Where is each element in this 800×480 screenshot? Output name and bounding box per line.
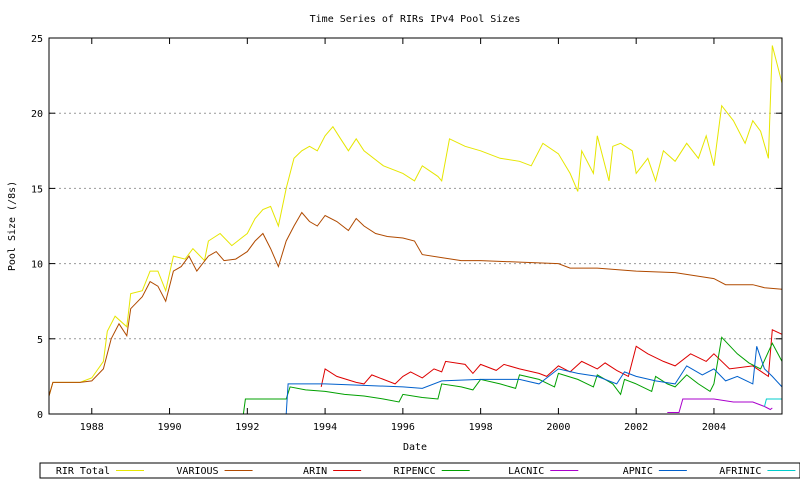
plot-frame — [48, 37, 783, 415]
y-tick-label: 5 — [37, 335, 43, 346]
y-tick-label: 10 — [31, 260, 43, 271]
x-tick-label: 2004 — [702, 422, 726, 433]
x-tick-label: 1992 — [235, 422, 259, 433]
legend-box — [39, 462, 800, 479]
x-tick-label: 1988 — [80, 422, 104, 433]
x-tick-label: 1994 — [313, 422, 337, 433]
legend-label: VARIOUS — [176, 466, 218, 477]
x-tick-label: 2002 — [624, 422, 648, 433]
x-tick-label: 1998 — [469, 422, 493, 433]
series-line — [48, 45, 783, 397]
y-tick-label: 20 — [31, 109, 43, 120]
y-tick-label: 0 — [37, 410, 43, 421]
y-tick-label: 15 — [31, 184, 43, 195]
axes: 0 5 10 15 20 25 1988 1990 1992 1994 1996 1998 2000 20… — [31, 34, 782, 433]
legend-label: RIR Total — [56, 466, 110, 477]
x-axis-label: Date — [403, 442, 427, 453]
grid — [49, 112, 782, 340]
y-tick-label: 25 — [31, 34, 43, 45]
plot-area — [48, 45, 783, 415]
x-tick-label: 1990 — [157, 422, 181, 433]
legend: RIR Total VARIOUS ARIN RIPENCC LACNIC APNIC AF… — [39, 462, 800, 479]
series-line — [667, 398, 773, 413]
legend-label: LACNIC — [508, 466, 544, 477]
series-line — [764, 398, 782, 407]
legend-label: ARIN — [303, 466, 327, 477]
series-line — [320, 329, 783, 388]
legend-label: RIPENCC — [394, 466, 436, 477]
legend-label: APNIC — [623, 466, 653, 477]
x-tick-label: 2000 — [546, 422, 570, 433]
legend-label: AFRINIC — [719, 466, 761, 477]
y-axis-label: Pool Size (/8s) — [7, 181, 18, 271]
x-tick-label: 1996 — [391, 422, 415, 433]
chart-title: Time Series of RIRs IPv4 Pool Sizes — [310, 14, 521, 25]
series-line — [285, 346, 783, 415]
series-line — [242, 336, 783, 415]
series-line — [48, 211, 783, 397]
